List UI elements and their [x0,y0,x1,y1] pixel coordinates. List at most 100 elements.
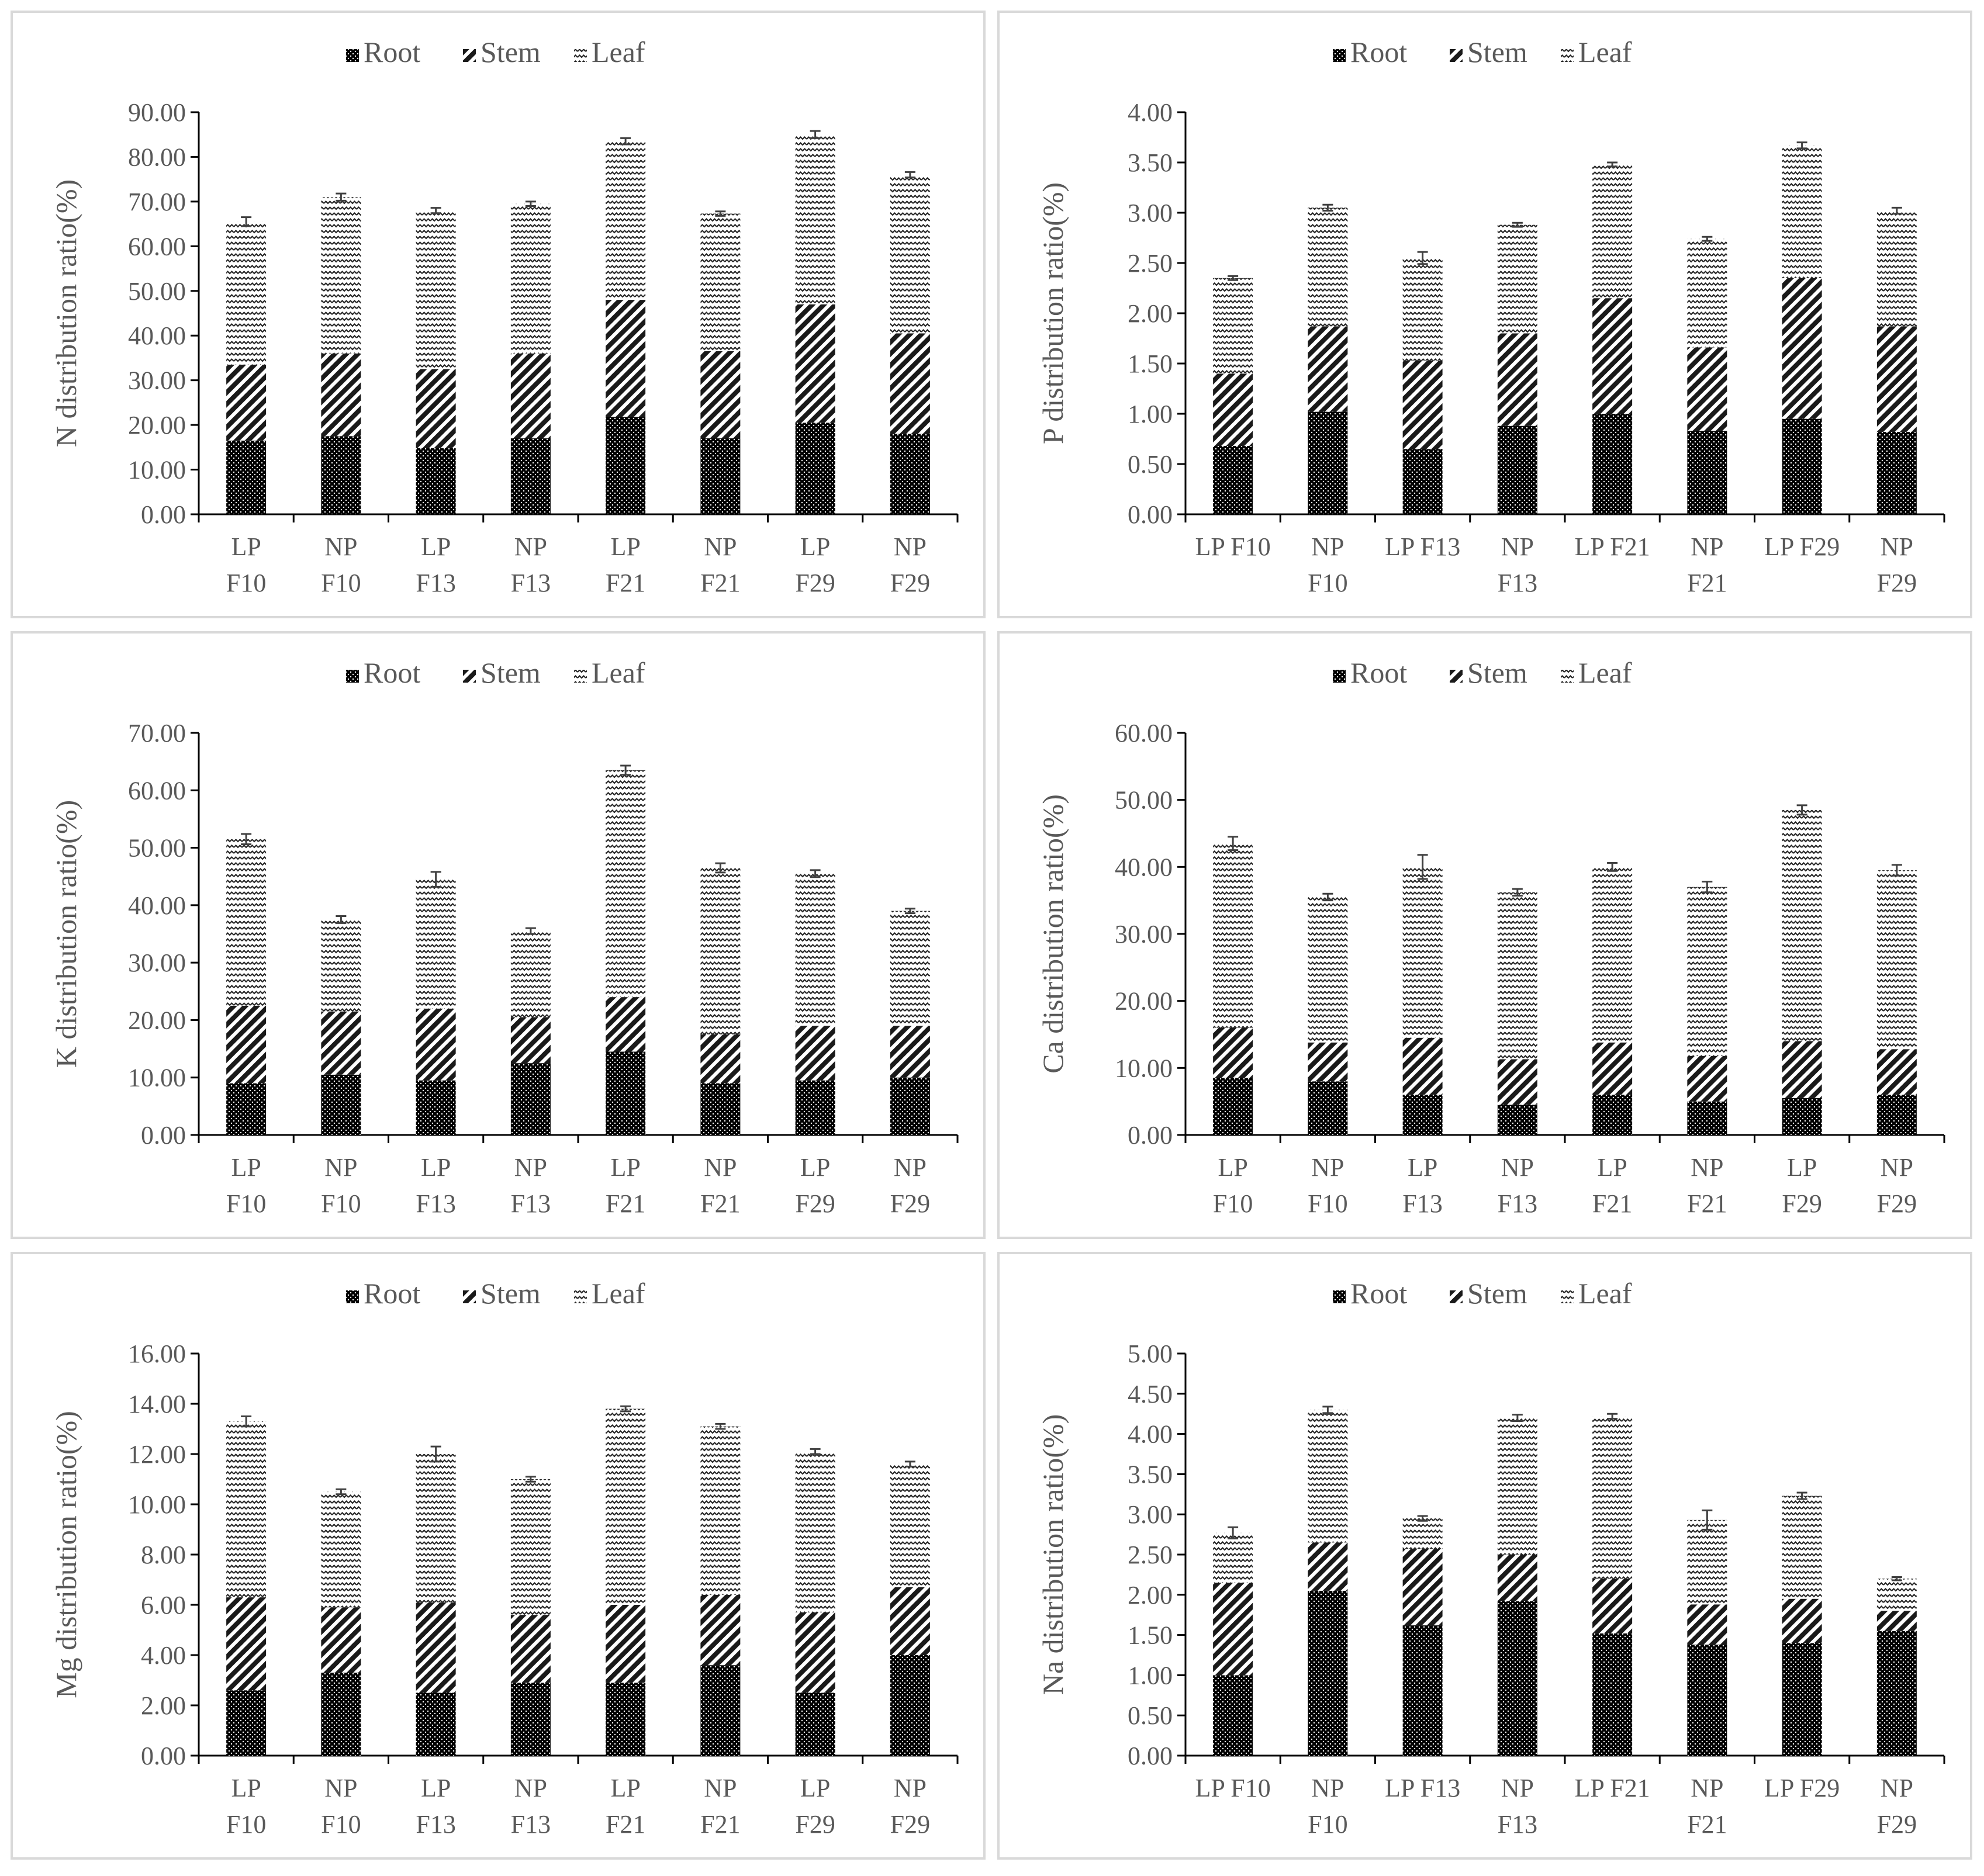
error-bar [1512,1414,1523,1422]
bar-root-lp-f13 [416,1692,456,1756]
x-tick-label: NP F10 [321,1153,361,1218]
bar-leaf-lp-f13 [416,1454,456,1602]
legend-item-stem: Stem [463,1277,541,1310]
bars [1213,1406,1917,1756]
bar-stem-lp-f10 [1213,1583,1253,1676]
bar-leaf-np-f29 [890,1464,930,1587]
bar-leaf-np-f10 [1308,897,1348,1043]
error-bar [1607,1413,1618,1420]
x-axis: LP F10 NP F10 LP F13 NP F13 LP F21 NP F21 LP F29 NP F29 [198,1134,959,1218]
legend-item-leaf: Leaf [1561,1277,1632,1310]
error-bar [430,871,441,888]
bar-stem-lp-f10 [226,1005,267,1084]
legend-label-stem: Stem [1467,36,1527,68]
y-tick-label: 2.00 [1128,1581,1173,1610]
bar-root-np-f29 [890,1655,930,1756]
bar-stem-lp-f13 [416,1008,456,1081]
bar-root-np-f10 [1308,411,1348,514]
bar-leaf-lp-f10 [226,221,267,365]
bar-stem-np-f21 [700,351,741,439]
error-bar [904,1460,915,1467]
bar-leaf-np-f10 [321,1491,361,1608]
y-tick-label: 3.00 [1128,1500,1173,1529]
bar-leaf-np-f10 [321,197,361,354]
legend: Root Stem Leaf [1333,1277,1632,1310]
bar-leaf-np-f10 [321,919,361,1012]
legend-item-leaf: Leaf [574,656,645,689]
bar-stem-np-f10 [1308,1042,1348,1082]
x-tick-label: LP F29 [795,1774,835,1839]
y-axis-title: Mg distribution ratio(%) [50,1411,82,1698]
bar-leaf-lp-f21 [606,770,646,998]
legend-item-leaf: Leaf [574,1277,645,1310]
y-axis: 0.00 0.50 1.00 1.50 2.00 2.50 3.00 3.50 4.00 4.50… [1128,1339,1187,1770]
x-tick-label: NP F29 [890,1774,930,1839]
bar-stem-np-f29 [1876,326,1917,432]
x-tick-label: NP F29 [890,1153,930,1218]
x-tick-label: LP F10 [1195,1774,1271,1802]
bar-leaf-lp-f21 [1592,867,1633,1043]
legend-swatch-root [1333,670,1346,683]
bar-leaf-np-f21 [1687,1520,1727,1605]
x-axis: LP F10 NP F10 LP F13 NP F13 LP F21 NP F21 LP F29 N… [1184,513,1945,597]
legend-swatch-leaf [1561,670,1574,683]
bar-leaf-lp-f10 [226,839,267,1006]
bar-leaf-lp-f29 [1782,809,1822,1041]
y-tick-label: 16.00 [128,1339,186,1368]
bar-root-lp-f29 [795,1692,835,1756]
y-tick-label: 10.00 [128,456,186,484]
y-tick-label: 10.00 [1115,1054,1173,1082]
error-bar [336,1488,347,1496]
bar-root-np-f29 [1876,1095,1917,1135]
bar-root-lp-f21 [1592,414,1633,514]
y-tick-label: 0.50 [1128,450,1173,479]
bar-root-lp-f29 [795,1080,835,1135]
legend: Root Stem Leaf [346,1277,645,1310]
bar-root-np-f13 [510,1683,551,1756]
legend-item-stem: Stem [1450,656,1527,689]
x-tick-label: LP F29 [795,1153,835,1218]
legend-label-root: Root [364,36,420,68]
bar-root-np-f10 [1308,1590,1348,1756]
legend-item-root: Root [346,1277,420,1310]
bar-root-lp-f21 [606,1051,646,1135]
bar-root-lp-f29 [1782,418,1822,514]
error-bar [1322,1406,1333,1414]
error-bar [1322,203,1333,212]
bar-root-np-f13 [510,1063,551,1135]
bar-leaf-lp-f21 [1592,164,1633,299]
legend-item-stem: Stem [1450,36,1527,68]
y-tick-label: 50.00 [128,834,186,863]
bar-stem-np-f29 [890,1587,930,1655]
y-tick-label: 12.00 [128,1440,186,1469]
bar-stem-np-f21 [1687,347,1727,431]
bar-root-lp-f13 [416,1080,456,1135]
legend-item-stem: Stem [1450,1277,1527,1310]
bar-leaf-np-f13 [510,1479,551,1615]
bar-stem-lp-f21 [1592,1579,1633,1633]
bar-root-np-f13 [1497,1105,1537,1135]
legend-swatch-leaf [574,670,587,683]
bar-root-lp-f21 [606,417,646,514]
legend-label-stem: Stem [481,1277,541,1310]
legend-item-leaf: Leaf [1561,656,1632,689]
legend-item-root: Root [346,656,420,689]
bar-root-lp-f13 [1402,449,1443,514]
bar-root-np-f13 [510,438,551,514]
legend-label-root: Root [1350,656,1407,689]
x-tick-label: LP F10 [1195,532,1271,561]
y-tick-label: 1.50 [1128,349,1173,378]
x-tick-label: LP F13 [1385,532,1460,561]
bar-stem-lp-f10 [1213,373,1253,446]
bar-stem-lp-f29 [795,304,835,423]
x-tick-label: LP F13 [1402,1153,1442,1218]
x-axis: LP F10 NP F10 LP F13 NP F13 LP F21 NP F21 LP F29 NP F29 [198,1754,959,1839]
chart-panel-na: Root Stem Leaf 0.00 0.50 1.00 1.50 2.00 2.50 3.00… [997,1252,1972,1860]
bar-stem-lp-f10 [1213,1027,1253,1078]
bar-stem-np-f10 [321,353,361,437]
y-tick-label: 0.00 [141,1742,186,1770]
error-bar [1322,892,1333,902]
y-tick-label: 0.00 [1128,1742,1173,1770]
x-tick-label: NP F29 [1877,1153,1917,1218]
y-tick-label: 30.00 [128,366,186,395]
